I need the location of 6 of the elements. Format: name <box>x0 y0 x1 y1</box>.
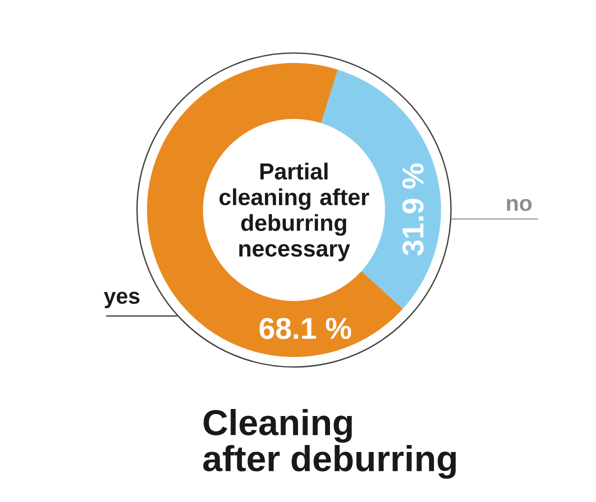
text: Partial cleaning after deburring necessary <box>219 162 370 262</box>
slice-label: no <box>507 198 532 212</box>
data-label: 68.1 % <box>260 318 352 340</box>
data-label: 31.9 % <box>402 164 424 256</box>
slice-label: yes <box>104 292 140 308</box>
text: Cleaning after deburring <box>203 408 456 479</box>
